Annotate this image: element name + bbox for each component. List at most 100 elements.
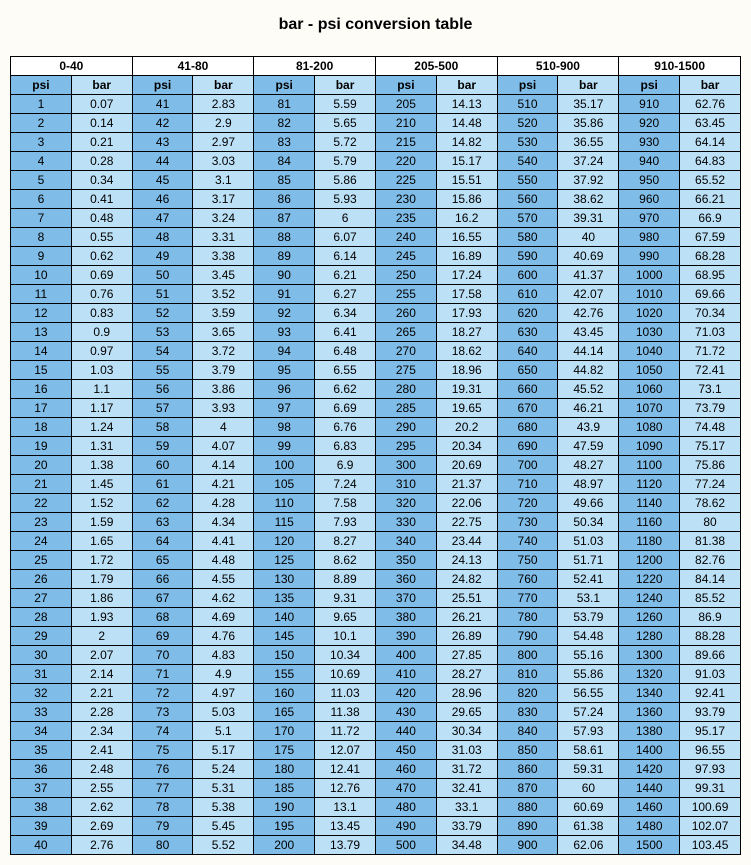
bar-cell: 1.17 (71, 399, 132, 418)
bar-cell: 17.24 (436, 266, 497, 285)
psi-cell: 64 (132, 532, 193, 551)
conversion-table: 0-4041-8081-200205-500510-900910-1500 ps… (10, 56, 741, 855)
bar-cell: 57.93 (558, 722, 619, 741)
bar-cell: 2.14 (71, 665, 132, 684)
psi-cell: 640 (497, 342, 558, 361)
bar-cell: 30.34 (436, 722, 497, 741)
psi-cell: 41 (132, 95, 193, 114)
bar-cell: 2.28 (71, 703, 132, 722)
psi-cell: 80 (132, 836, 193, 855)
psi-cell: 970 (619, 209, 680, 228)
bar-cell: 11.03 (315, 684, 376, 703)
bar-cell: 45.52 (558, 380, 619, 399)
psi-cell: 930 (619, 133, 680, 152)
table-row: 151.03553.79956.5527518.9665044.82105072… (11, 361, 741, 380)
psi-cell: 28 (11, 608, 72, 627)
psi-cell: 770 (497, 589, 558, 608)
bar-cell: 14.82 (436, 133, 497, 152)
psi-cell: 760 (497, 570, 558, 589)
bar-cell: 54.48 (558, 627, 619, 646)
bar-cell: 2 (71, 627, 132, 646)
psi-cell: 1460 (619, 798, 680, 817)
bar-cell: 4.83 (193, 646, 254, 665)
psi-cell: 29 (11, 627, 72, 646)
bar-cell: 102.07 (680, 817, 741, 836)
psi-cell: 57 (132, 399, 193, 418)
psi-cell: 71 (132, 665, 193, 684)
psi-cell: 910 (619, 95, 680, 114)
bar-cell: 25.51 (436, 589, 497, 608)
bar-cell: 2.97 (193, 133, 254, 152)
psi-cell: 160 (254, 684, 315, 703)
bar-cell: 1.59 (71, 513, 132, 532)
bar-cell: 5.03 (193, 703, 254, 722)
bar-cell: 46.21 (558, 399, 619, 418)
psi-cell: 62 (132, 494, 193, 513)
psi-cell: 88 (254, 228, 315, 247)
psi-cell: 1220 (619, 570, 680, 589)
psi-cell: 570 (497, 209, 558, 228)
bar-cell: 38.62 (558, 190, 619, 209)
psi-cell: 820 (497, 684, 558, 703)
psi-cell: 53 (132, 323, 193, 342)
bar-cell: 6.41 (315, 323, 376, 342)
bar-cell: 68.95 (680, 266, 741, 285)
bar-cell: 39.31 (558, 209, 619, 228)
bar-cell: 86.9 (680, 608, 741, 627)
bar-cell: 1.45 (71, 475, 132, 494)
bar-cell: 60.69 (558, 798, 619, 817)
bar-cell: 24.13 (436, 551, 497, 570)
bar-header-0: bar (71, 76, 132, 95)
psi-header-2: psi (254, 76, 315, 95)
bar-cell: 3.1 (193, 171, 254, 190)
bar-cell: 11.38 (315, 703, 376, 722)
psi-cell: 225 (375, 171, 436, 190)
bar-cell: 5.17 (193, 741, 254, 760)
psi-cell: 89 (254, 247, 315, 266)
psi-cell: 720 (497, 494, 558, 513)
bar-cell: 4.69 (193, 608, 254, 627)
psi-cell: 6 (11, 190, 72, 209)
bar-cell: 26.89 (436, 627, 497, 646)
psi-cell: 320 (375, 494, 436, 513)
psi-cell: 22 (11, 494, 72, 513)
psi-cell: 36 (11, 760, 72, 779)
table-row: 30.21432.97835.7221514.8253036.5593064.1… (11, 133, 741, 152)
bar-cell: 1.31 (71, 437, 132, 456)
bar-cell: 4.9 (193, 665, 254, 684)
bar-cell: 99.31 (680, 779, 741, 798)
bar-cell: 5.65 (315, 114, 376, 133)
psi-cell: 7 (11, 209, 72, 228)
psi-cell: 1080 (619, 418, 680, 437)
bar-cell: 80 (680, 513, 741, 532)
psi-cell: 880 (497, 798, 558, 817)
bar-cell: 53.79 (558, 608, 619, 627)
psi-cell: 205 (375, 95, 436, 114)
psi-cell: 1140 (619, 494, 680, 513)
bar-cell: 48.97 (558, 475, 619, 494)
psi-cell: 520 (497, 114, 558, 133)
bar-cell: 40.69 (558, 247, 619, 266)
bar-cell: 11.72 (315, 722, 376, 741)
psi-cell: 1010 (619, 285, 680, 304)
psi-cell: 810 (497, 665, 558, 684)
bar-cell: 6.62 (315, 380, 376, 399)
psi-cell: 85 (254, 171, 315, 190)
psi-cell: 47 (132, 209, 193, 228)
bar-cell: 5.38 (193, 798, 254, 817)
bar-cell: 73.1 (680, 380, 741, 399)
bar-cell: 2.55 (71, 779, 132, 798)
psi-cell: 1120 (619, 475, 680, 494)
psi-cell: 91 (254, 285, 315, 304)
psi-cell: 96 (254, 380, 315, 399)
psi-cell: 55 (132, 361, 193, 380)
bar-cell: 0.41 (71, 190, 132, 209)
bar-cell: 4.48 (193, 551, 254, 570)
psi-cell: 420 (375, 684, 436, 703)
bar-cell: 5.31 (193, 779, 254, 798)
psi-cell: 500 (375, 836, 436, 855)
bar-cell: 1.72 (71, 551, 132, 570)
psi-cell: 330 (375, 513, 436, 532)
bar-cell: 40 (558, 228, 619, 247)
psi-cell: 370 (375, 589, 436, 608)
